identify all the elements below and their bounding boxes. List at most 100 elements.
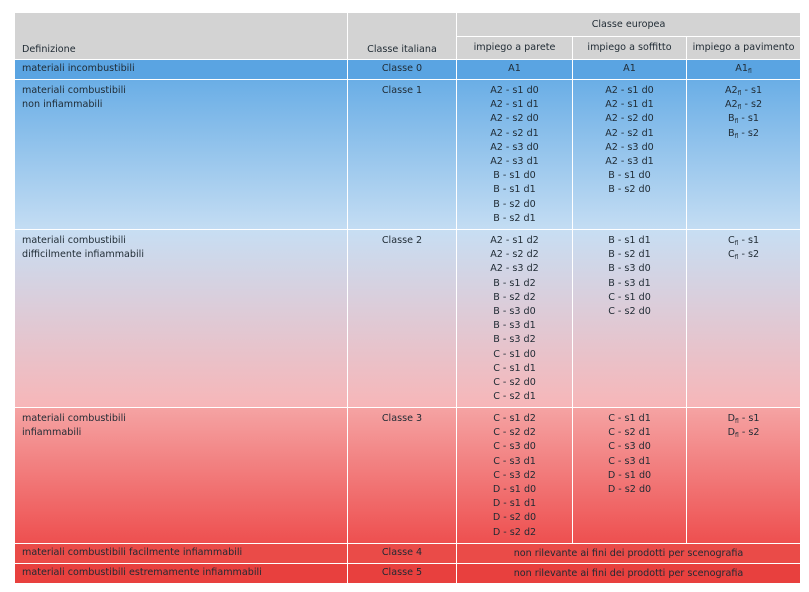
classification-code: C - s3 d0 xyxy=(608,441,651,453)
code-main: A1 xyxy=(735,63,748,75)
classification-code: A1 xyxy=(508,63,521,75)
classification-code: C - s1 d1 xyxy=(608,413,651,424)
classification-code: D - s2 d2 xyxy=(492,526,537,538)
classification-code: B - s1 d2 xyxy=(493,277,536,289)
classification-code: A2 - s3 d2 xyxy=(490,263,539,275)
code-subscript: fl xyxy=(734,132,739,140)
classification-code: C - s1 d2 xyxy=(493,413,536,424)
definizione-line: infiammabili xyxy=(22,427,82,439)
code-main: C xyxy=(727,249,735,261)
cell-definizione: materiali incombustibili xyxy=(14,59,348,80)
code-subscript: fl xyxy=(747,68,752,76)
classification-code: Dfl - s1 xyxy=(687,412,800,426)
cell-parete: A2 - s1 d0 A2 - s1 d1 A2 - s2 d0 A2 - s2 d1… xyxy=(456,79,573,230)
code-main: B xyxy=(727,127,735,139)
cell-pavimento: A2fl - s1 A2fl - s2 Bfl - s1 Bfl - s2 xyxy=(685,79,802,230)
classification-code: B - s3 d0 xyxy=(608,263,651,275)
classification-code: A2 - s1 d0 xyxy=(490,85,539,96)
cell-note: non rilevante ai fini dei prodotti per s… xyxy=(455,543,802,564)
cell-classe: Classe 2 xyxy=(347,229,457,408)
classification-code: C - s2 d1 xyxy=(608,427,651,439)
definizione-line: non infiammabili xyxy=(22,99,103,111)
header-pavimento: impiego a pavimento xyxy=(685,35,802,60)
cell-classe: Classe 1 xyxy=(347,79,457,230)
cell-pavimento: A1fl xyxy=(685,59,802,80)
definizione-line: materiali combustibili xyxy=(22,235,126,246)
classification-code: B - s2 d0 xyxy=(608,184,651,196)
classification-code: D - s1 d0 xyxy=(492,484,537,496)
classification-code: A2 - s3 d1 xyxy=(490,156,539,168)
classification-code: C - s2 d0 xyxy=(493,377,536,389)
cell-classe: Classe 0 xyxy=(347,59,457,80)
classification-code: C - s3 d1 xyxy=(608,455,651,467)
cell-parete: A2 - s1 d2 A2 - s2 d2 A2 - s3 d2 B - s1 d2 B… xyxy=(456,229,573,408)
classification-code: B - s2 d2 xyxy=(493,291,536,303)
cell-parete: C - s1 d2 C - s2 d2 C - s3 d0 C - s3 d1 C - … xyxy=(456,407,573,544)
table-row: materiali incombustibili Classe 0 A1 A1 … xyxy=(14,59,802,80)
classification-code: A2 - s1 d2 xyxy=(490,235,539,246)
definizione-line: materiali combustibili xyxy=(22,413,126,424)
classification-code: B - s1 d0 xyxy=(608,170,651,182)
classification-code: A2 - s2 d0 xyxy=(490,113,539,125)
classification-code: Bfl - s1 xyxy=(687,112,800,126)
classification-code: B - s3 d2 xyxy=(493,334,536,346)
table-row: materiali combustibili estremamente infi… xyxy=(14,563,802,584)
classification-code: C - s2 d0 xyxy=(608,306,651,318)
header-classe-europea: Classe europea xyxy=(455,12,802,37)
definizione-line: materiali combustibili estremamente infi… xyxy=(22,567,262,579)
classification-code: Bfl - s2 xyxy=(687,127,800,141)
classification-code: A2 - s3 d1 xyxy=(605,156,654,168)
code-rest: - s1 xyxy=(738,113,760,125)
code-main: A2 xyxy=(724,99,738,111)
definizione-line: materiali combustibili xyxy=(22,85,126,96)
classification-code: A2 - s2 d1 xyxy=(490,127,539,139)
code-rest: - s1 xyxy=(738,235,760,246)
code-subscript: fl xyxy=(737,90,742,97)
classification-code: D - s1 d1 xyxy=(492,498,537,510)
code-subscript: fl xyxy=(737,104,742,112)
cell-classe: Classe 3 xyxy=(347,407,457,544)
classification-code: D - s2 d0 xyxy=(492,512,537,524)
classification-code: B - s2 d1 xyxy=(493,212,536,224)
cell-parete: A1 xyxy=(456,59,573,80)
classification-code: C - s1 d0 xyxy=(493,348,536,360)
classification-code: Cfl - s1 xyxy=(687,234,800,248)
classification-code: D - s2 d0 xyxy=(607,484,652,496)
cell-definizione: materiali combustibili estremamente infi… xyxy=(14,563,348,584)
classification-code: A2 - s2 d1 xyxy=(605,127,654,139)
classification-code: B - s2 d0 xyxy=(493,198,536,210)
code-rest: - s1 xyxy=(741,85,763,96)
code-subscript: fl xyxy=(734,240,739,247)
classification-code: A2 - s2 d0 xyxy=(605,113,654,125)
definizione-line: materiali incombustibili xyxy=(22,63,135,75)
code-subscript: fl xyxy=(734,118,739,126)
code-main: A2 xyxy=(724,85,738,96)
header-parete: impiego a parete xyxy=(456,35,573,60)
classification-code: B - s3 d1 xyxy=(608,277,651,289)
classification-code: C - s2 d1 xyxy=(493,391,536,403)
classification-code: C - s3 d1 xyxy=(493,455,536,467)
definizione-line: difficilmente infiammabili xyxy=(22,249,145,261)
classification-code: C - s1 d0 xyxy=(608,291,651,303)
code-rest: - s1 xyxy=(738,413,760,424)
table-row: materiali combustibili facilmente infiam… xyxy=(14,543,802,564)
classification-code: B - s1 d1 xyxy=(608,235,651,246)
code-subscript: fl xyxy=(734,432,739,440)
cell-note: non rilevante ai fini dei prodotti per s… xyxy=(455,563,802,584)
fire-classification-table: Definizione Classe italiana Classe europ… xyxy=(14,12,802,584)
cell-pavimento: Dfl - s1 Dfl - s2 xyxy=(685,407,802,544)
classification-code: B - s1 d1 xyxy=(493,184,536,196)
classification-code: C - s1 d1 xyxy=(493,362,536,374)
code-subscript: fl xyxy=(734,418,739,425)
cell-soffitto: C - s1 d1 C - s2 d1 C - s3 d0 C - s3 d1 D - … xyxy=(572,407,687,544)
classification-code: C - s3 d0 xyxy=(493,441,536,453)
cell-classe: Classe 5 xyxy=(347,563,457,584)
code-rest: - s2 xyxy=(738,127,760,139)
code-main: B xyxy=(727,113,735,125)
classification-code: B - s3 d0 xyxy=(493,306,536,318)
classification-code: A2fl - s1 xyxy=(687,84,800,98)
cell-definizione: materiali combustibili facilmente infiam… xyxy=(14,543,348,564)
cell-pavimento: Cfl - s1 Cfl - s2 xyxy=(685,229,802,408)
header-classe-italiana: Classe italiana xyxy=(347,12,457,60)
classification-code: A2fl - s2 xyxy=(687,98,800,112)
